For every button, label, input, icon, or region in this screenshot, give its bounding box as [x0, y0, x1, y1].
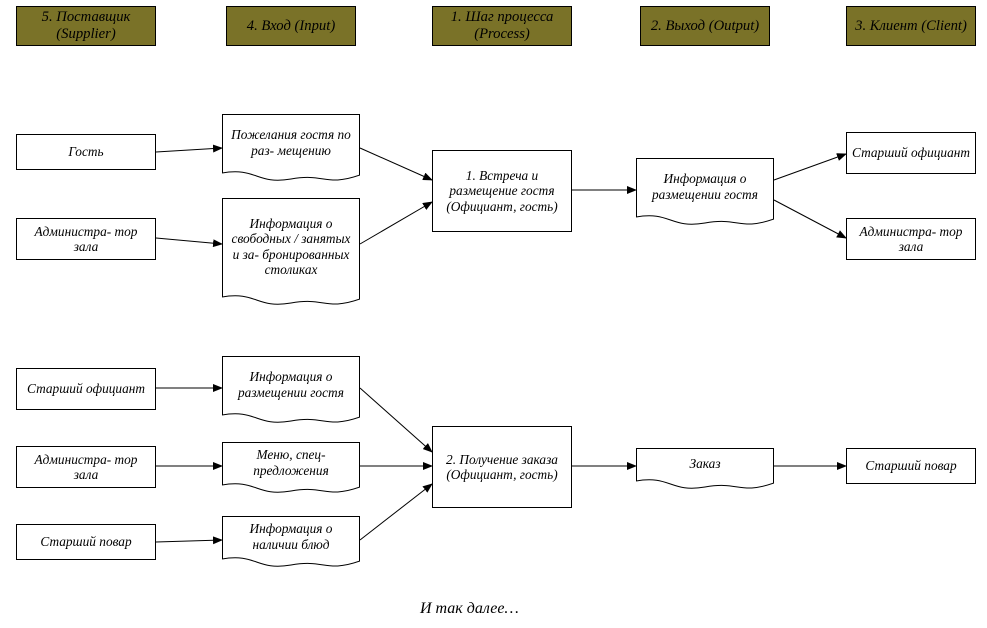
process-step-2: 2. Получение заказа (Официант, гость) — [432, 426, 572, 508]
supplier-senior-chef: Старший повар — [16, 524, 156, 560]
supplier-admin-1: Администра- тор зала — [16, 218, 156, 260]
output-placement: Информация о размещении гостя — [636, 158, 774, 220]
footer-text: И так далее… — [420, 600, 519, 618]
header-client: 3. Клиент (Client) — [846, 6, 976, 46]
header-supplier-label: 5. Поставщик (Supplier) — [23, 9, 149, 43]
output-order-label: Заказ — [689, 456, 720, 471]
client-admin: Администра- тор зала — [846, 218, 976, 260]
doc-wave-icon — [636, 215, 774, 229]
doc-wave-icon — [222, 171, 360, 185]
output-placement-label: Информация о размещении гостя — [643, 171, 767, 202]
header-output: 2. Выход (Output) — [640, 6, 770, 46]
client-senior-chef: Старший повар — [846, 448, 976, 484]
process-step-2-label: 2. Получение заказа (Официант, гость) — [437, 452, 567, 483]
input-tables-info-label: Информация о свободных / занятых и за- б… — [229, 216, 353, 277]
header-output-label: 2. Выход (Output) — [651, 18, 759, 35]
input-placement-label: Информация о размещении гостя — [229, 369, 353, 400]
supplier-senior-waiter-label: Старший официант — [27, 381, 145, 396]
input-menu: Меню, спец- предложения — [222, 442, 360, 488]
doc-wave-icon — [222, 557, 360, 571]
doc-wave-icon — [222, 295, 360, 309]
client-senior-waiter-label: Старший официант — [852, 145, 970, 160]
header-input-label: 4. Вход (Input) — [247, 18, 335, 35]
doc-wave-icon — [222, 483, 360, 497]
diagram-stage: 5. Поставщик (Supplier) 4. Вход (Input) … — [0, 0, 987, 628]
input-placement: Информация о размещении гостя — [222, 356, 360, 418]
output-order: Заказ — [636, 448, 774, 484]
header-client-label: 3. Клиент (Client) — [855, 18, 967, 35]
input-menu-label: Меню, спец- предложения — [229, 447, 353, 478]
client-senior-chef-label: Старший повар — [865, 458, 956, 473]
header-input: 4. Вход (Input) — [226, 6, 356, 46]
doc-wave-icon — [636, 479, 774, 493]
header-process: 1. Шаг процесса (Process) — [432, 6, 572, 46]
doc-wave-icon — [222, 413, 360, 427]
supplier-admin-2: Администра- тор зала — [16, 446, 156, 488]
input-wishes-label: Пожелания гостя по раз- мещению — [229, 127, 353, 158]
supplier-guest-label: Гость — [68, 144, 103, 159]
header-process-label: 1. Шаг процесса (Process) — [439, 9, 565, 43]
supplier-senior-waiter: Старший официант — [16, 368, 156, 410]
supplier-admin-2-label: Администра- тор зала — [21, 452, 151, 483]
input-wishes: Пожелания гостя по раз- мещению — [222, 114, 360, 176]
footer-text-label: И так далее… — [420, 600, 519, 617]
client-admin-label: Администра- тор зала — [851, 224, 971, 255]
input-dishes-label: Информация о наличии блюд — [229, 521, 353, 552]
input-dishes: Информация о наличии блюд — [222, 516, 360, 562]
supplier-guest: Гость — [16, 134, 156, 170]
header-supplier: 5. Поставщик (Supplier) — [16, 6, 156, 46]
process-step-1-label: 1. Встреча и размещение гостя (Официант,… — [437, 168, 567, 214]
input-tables-info: Информация о свободных / занятых и за- б… — [222, 198, 360, 300]
supplier-senior-chef-label: Старший повар — [40, 534, 131, 549]
client-senior-waiter: Старший официант — [846, 132, 976, 174]
supplier-admin-1-label: Администра- тор зала — [21, 224, 151, 255]
process-step-1: 1. Встреча и размещение гостя (Официант,… — [432, 150, 572, 232]
